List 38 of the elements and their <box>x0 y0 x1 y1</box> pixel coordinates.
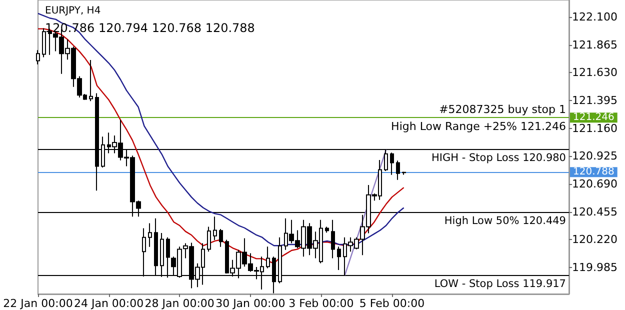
y-tick-label: 120.455 <box>572 205 618 218</box>
candlestick <box>36 50 40 65</box>
x-tick-label: 22 Jan 00:00 <box>3 297 73 310</box>
candlestick <box>331 219 335 259</box>
ref-line-label: 120.788 <box>573 166 614 178</box>
y-tick-label: 119.985 <box>572 261 618 274</box>
candlestick <box>219 228 223 248</box>
candlestick <box>213 216 217 240</box>
y-tick-label: 121.865 <box>572 38 618 52</box>
candlestick <box>390 152 394 176</box>
x-tick-label: 3 Feb 00:00 <box>288 297 354 310</box>
candlestick <box>337 246 341 270</box>
candlestick <box>325 226 329 234</box>
y-tick-label: 121.160 <box>572 122 618 135</box>
y-tick-label: 122.100 <box>572 10 618 24</box>
y-tick-label: 121.395 <box>572 94 618 107</box>
y-tick-label: 120.925 <box>572 150 618 163</box>
ref-line-label: HIGH - Stop Loss 120.980 <box>432 152 566 164</box>
y-tick-label: 120.220 <box>572 233 618 246</box>
candlestick <box>89 59 93 102</box>
candlestick <box>148 222 152 248</box>
ref-line-label: LOW - Stop Loss 119.917 <box>434 278 566 290</box>
candlestick <box>42 28 46 58</box>
x-tick-label: 30 Jan 00:00 <box>216 297 286 310</box>
candlestick <box>396 160 400 180</box>
x-tick-label: 5 Feb 00:00 <box>359 297 425 310</box>
candlestick <box>207 226 211 252</box>
ref-line-label: 121.246 <box>573 112 614 124</box>
x-tick-label: 28 Jan 00:00 <box>144 297 214 310</box>
candlestick <box>266 246 270 269</box>
annotation: High Low Range +25% 121.246 <box>391 120 566 134</box>
x-tick-label: 24 Jan 00:00 <box>74 297 144 310</box>
candlestick <box>402 171 406 176</box>
text: EURJPY, H4 <box>45 6 101 16</box>
y-tick-label: 121.630 <box>572 66 618 80</box>
y-tick-label: 120.690 <box>572 178 618 191</box>
annotation: #52087325 buy stop 1 <box>439 103 566 116</box>
ref-line-label: High Low 50% 120.449 <box>444 214 566 227</box>
